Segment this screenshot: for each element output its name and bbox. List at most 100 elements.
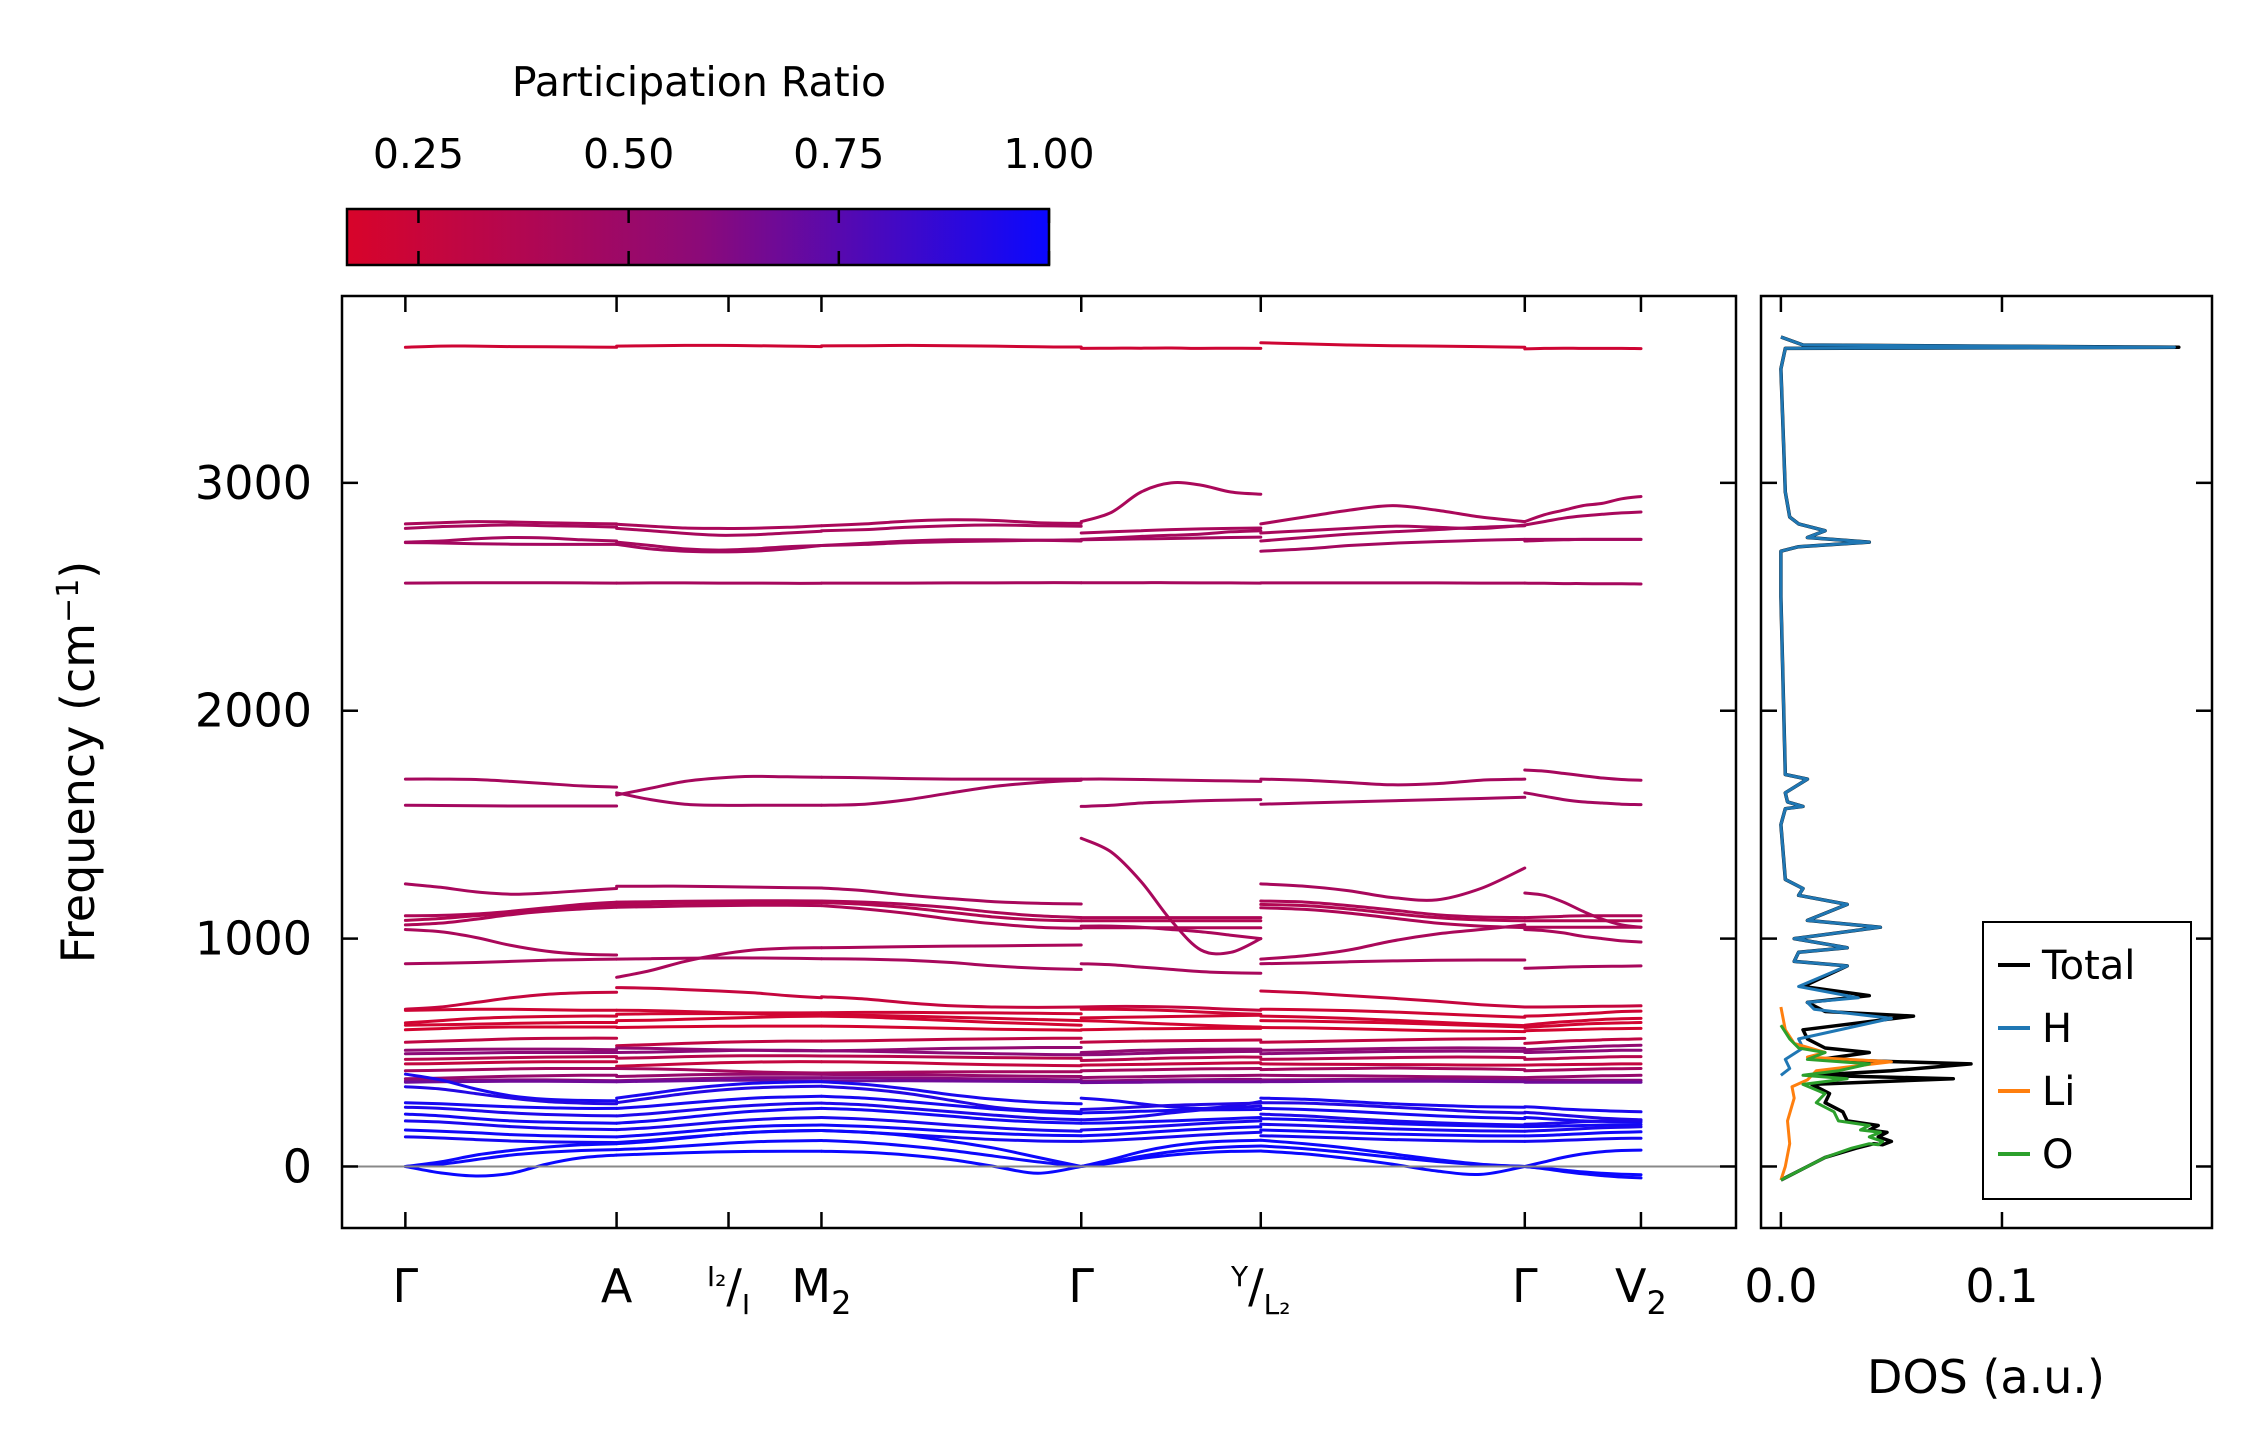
band-20-segment-4	[1259, 1046, 1527, 1052]
band-7-segment-5	[1523, 791, 1643, 807]
band-8-segment-4	[1259, 866, 1527, 902]
band-21-segment-3	[1079, 1049, 1263, 1057]
band-17-segment-0	[403, 1020, 619, 1027]
band-26-segment-3	[1079, 1077, 1263, 1083]
band-21-segment-5	[1523, 1048, 1643, 1054]
band-30-segment-0	[403, 1101, 619, 1110]
band-29-segment-1	[615, 1084, 823, 1105]
band-11-segment-1	[615, 903, 823, 909]
band-31-segment-4	[1259, 1112, 1527, 1127]
band-25-segment-1	[615, 1072, 823, 1078]
band-19-segment-5	[1523, 1037, 1643, 1045]
band-9-segment-4	[1259, 899, 1527, 920]
band-19-segment-2	[820, 1036, 1083, 1043]
band-16-segment-3	[1079, 1013, 1263, 1020]
legend-label-li: Li	[2042, 1069, 2075, 1115]
band-0-segment-4	[1259, 341, 1527, 349]
band-20-segment-0	[403, 1047, 619, 1052]
band-14-segment-3	[1079, 1004, 1263, 1012]
band-lines	[403, 341, 1643, 1180]
kpoint-label-gamma-2: Γ	[1068, 1259, 1094, 1313]
band-36-segment-5	[1523, 1148, 1643, 1168]
band-21-segment-2	[820, 1049, 1083, 1057]
band-36-segment-0	[403, 1142, 619, 1168]
band-2-segment-2	[820, 523, 1083, 533]
band-35-segment-5	[1523, 1136, 1643, 1143]
band-4-segment-3	[1079, 535, 1263, 542]
band-11-segment-2	[820, 904, 1083, 930]
colorbar-ticks: 0.25 0.50 0.75 1.00	[373, 130, 1095, 265]
band-26-segment-2	[820, 1076, 1083, 1082]
band-38-segment-1	[615, 1149, 823, 1157]
kpoint-label-m2: M2	[791, 1259, 851, 1322]
band-35-segment-4	[1259, 1134, 1527, 1143]
band-18-segment-0	[403, 1025, 619, 1032]
kpoint-label-y-l2: Y/L₂	[1230, 1259, 1290, 1321]
band-19-segment-0	[403, 1036, 619, 1044]
kpoint-label-i2-i: I₂/I	[707, 1259, 750, 1321]
band-7-segment-2	[820, 778, 1083, 807]
band-14-segment-5	[1523, 1004, 1643, 1009]
band-9-segment-5	[1523, 914, 1643, 920]
ytick-label: 1000	[195, 912, 312, 966]
band-30-segment-4	[1259, 1106, 1527, 1121]
band-34-segment-1	[615, 1123, 823, 1139]
band-12-segment-1	[615, 946, 823, 979]
band-18-segment-1	[615, 1024, 823, 1029]
band-38-segment-5	[1523, 1165, 1643, 1177]
band-10-segment-0	[403, 903, 619, 922]
band-28-segment-0	[403, 1072, 619, 1103]
band-0-segment-1	[615, 343, 823, 349]
band-9-segment-2	[820, 899, 1083, 920]
band-34-segment-3	[1079, 1125, 1263, 1138]
band-1-segment-4	[1259, 504, 1527, 526]
band-18-segment-2	[820, 1024, 1083, 1032]
band-30-segment-2	[820, 1094, 1083, 1116]
band-25-segment-4	[1259, 1073, 1527, 1080]
legend-items: Total H Li O	[1998, 943, 2135, 1178]
band-16-segment-5	[1523, 1016, 1643, 1027]
band-2-segment-5	[1523, 510, 1643, 527]
band-31-segment-3	[1079, 1104, 1263, 1122]
band-6-segment-0	[403, 777, 619, 789]
band-21-segment-1	[615, 1048, 823, 1054]
band-17-segment-5	[1523, 1021, 1643, 1029]
colorbar-tick-label: 0.25	[373, 130, 464, 178]
band-17-segment-1	[615, 1014, 823, 1023]
band-8-segment-2	[820, 886, 1083, 906]
dos-series-o	[1779, 1024, 1885, 1182]
band-28-segment-2	[820, 1080, 1083, 1106]
band-13-segment-5	[1523, 964, 1643, 970]
band-6-segment-1	[615, 774, 823, 797]
band-27-segment-1	[615, 1078, 823, 1084]
band-1-segment-2	[820, 518, 1083, 528]
band-29-segment-3	[1079, 1101, 1263, 1111]
band-25-segment-5	[1523, 1073, 1643, 1080]
colorbar: Participation Ratio 0.25 0.50 0.75 1.00	[345, 58, 1095, 267]
band-21-segment-0	[403, 1051, 619, 1056]
band-1-segment-5	[1523, 495, 1643, 524]
dos-lines	[1779, 335, 2181, 1182]
band-7-segment-3	[1079, 798, 1263, 808]
band-22-segment-0	[403, 1055, 619, 1061]
band-3-segment-1	[615, 540, 823, 552]
band-16-segment-0	[403, 1014, 619, 1025]
band-34-segment-4	[1259, 1128, 1527, 1138]
band-12-segment-5	[1523, 928, 1643, 944]
band-30-segment-3	[1079, 1108, 1263, 1115]
dos-panel: 0.0 0.1 DOS (a.u.) Total H Li O	[1744, 294, 2214, 1404]
band-1-segment-1	[615, 522, 823, 530]
band-13-segment-2	[820, 957, 1083, 971]
dos-ticks: 0.0 0.1	[1744, 296, 2212, 1313]
band-9-segment-1	[615, 899, 823, 904]
band-35-segment-0	[403, 1135, 619, 1144]
colorbar-tick-label: 0.50	[583, 130, 674, 178]
colorbar-tick-label: 1.00	[1003, 130, 1094, 178]
band-34-segment-5	[1523, 1130, 1643, 1138]
colorbar-gradient	[345, 207, 1051, 267]
band-17-segment-4	[1259, 1019, 1527, 1029]
band-33-segment-2	[820, 1116, 1083, 1133]
band-34-segment-0	[403, 1128, 619, 1139]
band-24-segment-3	[1079, 1067, 1263, 1073]
band-31-segment-1	[615, 1101, 823, 1118]
